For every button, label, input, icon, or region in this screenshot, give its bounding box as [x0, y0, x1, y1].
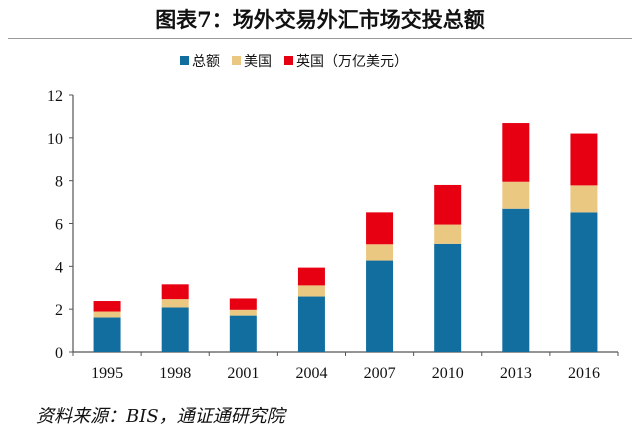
bar-英国-2004 — [297, 267, 325, 286]
y-tick-label: 0 — [55, 345, 63, 362]
bar-美国-1995 — [93, 311, 121, 318]
x-tick-label: 2013 — [500, 365, 532, 382]
chart-title: 图表7：场外交易外汇市场交投总额 — [155, 7, 485, 32]
legend-swatch-总额 — [180, 56, 189, 65]
x-tick-label: 1998 — [159, 365, 191, 382]
bar-英国-2013 — [502, 123, 530, 182]
legend-swatch-美国 — [232, 56, 241, 65]
bar-英国-1995 — [93, 301, 121, 312]
bar-总额-2004 — [297, 296, 325, 352]
bar-总额-1995 — [93, 317, 121, 352]
y-tick-label: 2 — [55, 302, 63, 319]
bar-美国-1998 — [161, 299, 189, 308]
bar-美国-2004 — [297, 285, 325, 297]
bar-美国-2001 — [229, 309, 257, 316]
bar-英国-2016 — [570, 133, 598, 186]
legend-swatch-英国 — [284, 56, 293, 65]
bar-美国-2013 — [502, 181, 530, 209]
bar-美国-2007 — [366, 244, 394, 261]
x-tick-label: 2004 — [295, 365, 327, 382]
source-note: 资料来源：BIS，通证通研究院 — [36, 406, 285, 427]
bar-英国-2007 — [366, 212, 394, 245]
y-tick-label: 12 — [47, 88, 63, 105]
x-tick-label: 1995 — [91, 365, 123, 382]
y-tick-label: 4 — [55, 259, 63, 276]
bar-总额-2010 — [434, 243, 462, 352]
x-tick-label: 2001 — [227, 365, 259, 382]
x-tick-label: 2016 — [568, 365, 600, 382]
title-divider — [8, 38, 632, 39]
bar-总额-1998 — [161, 307, 189, 352]
legend-label: 英国（万亿美元） — [296, 53, 408, 70]
legend-label: 总额 — [192, 54, 220, 70]
x-tick-label: 2010 — [432, 365, 464, 382]
bar-总额-2013 — [502, 208, 530, 352]
legend-label: 美国 — [244, 54, 272, 70]
y-tick-label: 10 — [47, 131, 63, 148]
x-tick-label: 2007 — [364, 365, 396, 382]
y-tick-label: 6 — [55, 217, 63, 234]
bar-美国-2010 — [434, 224, 462, 244]
bar-总额-2016 — [570, 212, 598, 352]
bar-英国-1998 — [161, 284, 189, 300]
bar-总额-2007 — [366, 260, 394, 352]
bar-总额-2001 — [229, 315, 257, 352]
y-tick-label: 8 — [55, 174, 63, 191]
bar-英国-2010 — [434, 184, 462, 225]
bar-英国-2001 — [229, 298, 257, 310]
bar-美国-2016 — [570, 185, 598, 213]
